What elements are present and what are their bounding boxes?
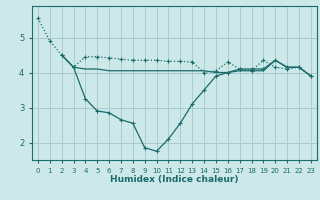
X-axis label: Humidex (Indice chaleur): Humidex (Indice chaleur): [110, 175, 239, 184]
